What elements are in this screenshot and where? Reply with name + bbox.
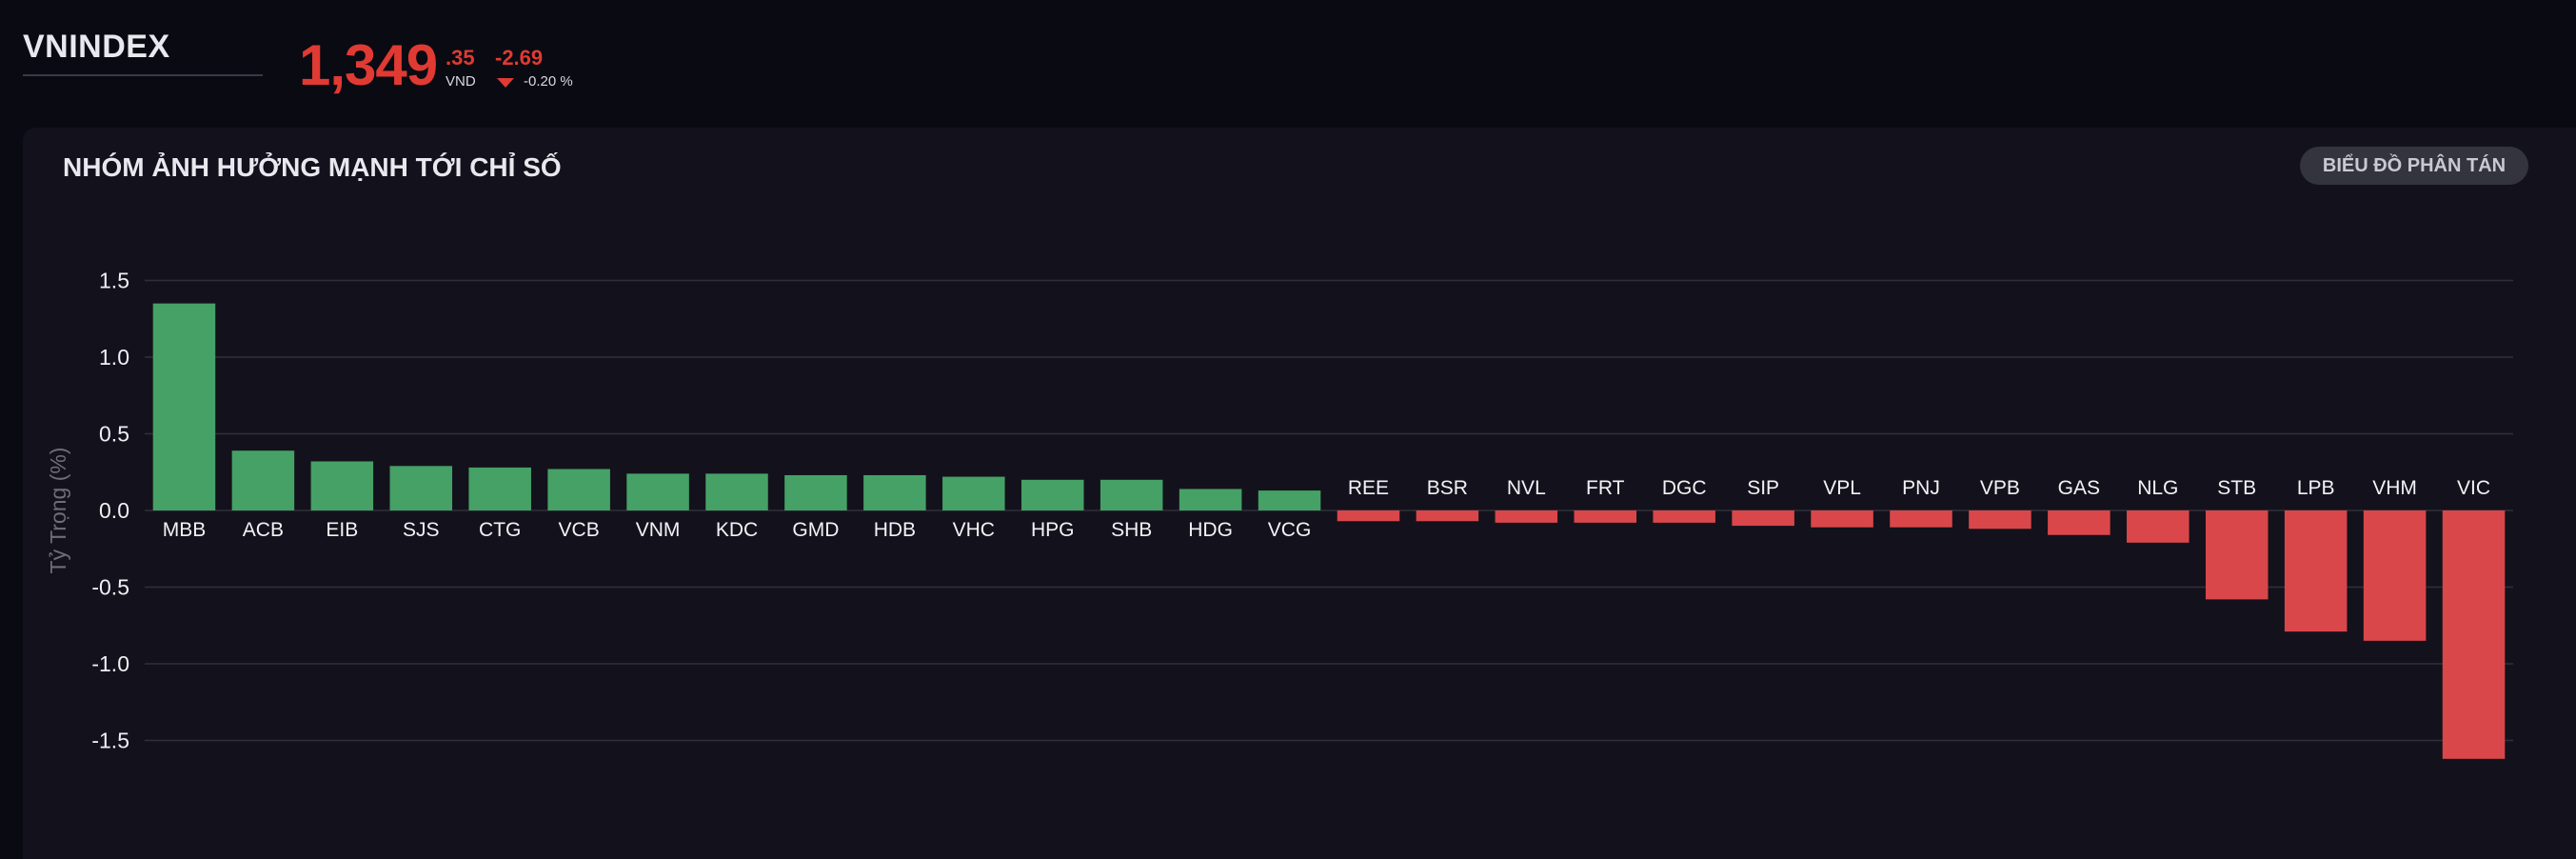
bar-pnj (1890, 510, 1952, 528)
bar-vcg (1258, 490, 1321, 510)
category-label: VNM (636, 519, 681, 541)
category-label: SHB (1111, 519, 1152, 541)
index-price-decimal: .35 (446, 46, 475, 70)
category-label: MBB (163, 519, 207, 541)
category-label: HDG (1188, 519, 1233, 541)
index-change-percent: -0.20 % (524, 73, 573, 90)
bar-vpb (1969, 510, 2031, 529)
y-tick-label: 1.5 (99, 269, 129, 293)
category-label: KDC (716, 519, 758, 541)
bar-sip (1732, 510, 1794, 527)
category-label: LPB (2297, 477, 2335, 499)
index-name[interactable]: VNINDEX (23, 29, 170, 65)
bar-sjs (389, 466, 453, 510)
scatter-chart-button[interactable]: BIỂU ĐỒ PHÂN TÁN (2300, 147, 2528, 185)
category-label: ACB (243, 519, 284, 541)
bar-vic (2442, 510, 2506, 759)
bar-hdg (1179, 489, 1242, 510)
category-label: VPB (1980, 477, 2020, 499)
category-label: VHM (2372, 477, 2417, 499)
category-label: CTG (479, 519, 521, 541)
bar-gmd (784, 474, 847, 510)
bar-mbb (152, 303, 216, 510)
category-label: GMD (792, 519, 839, 541)
bar-ctg (468, 467, 531, 510)
y-tick-label: -0.5 (91, 575, 129, 600)
category-label: REE (1348, 477, 1389, 499)
price-currency: VND (446, 73, 476, 90)
bar-shb (1100, 479, 1163, 510)
y-tick-label: 0.0 (99, 498, 129, 523)
bar-frt (1574, 510, 1637, 523)
bar-hpg (1020, 479, 1084, 510)
bar-eib (310, 461, 374, 510)
category-label: VPL (1823, 477, 1861, 499)
y-tick-label: -1.5 (91, 729, 129, 753)
down-arrow-icon (497, 78, 514, 88)
bar-nvl (1495, 510, 1558, 523)
category-label: VCG (1268, 519, 1312, 541)
bar-vpl (1811, 510, 1873, 528)
index-header: VNINDEX 1,349 .35 VND -2.69 -0.20 % (0, 0, 2576, 124)
category-label: SIP (1747, 477, 1779, 499)
bar-nlg (2127, 510, 2190, 543)
category-label: FRT (1586, 477, 1625, 499)
category-label: STB (2217, 477, 2256, 499)
category-label: PNJ (1902, 477, 1940, 499)
bar-dgc (1653, 510, 1715, 523)
bar-bsr (1416, 510, 1479, 522)
category-label: VIC (2457, 477, 2490, 499)
category-label: NLG (2137, 477, 2178, 499)
category-label: EIB (326, 519, 358, 541)
category-label: HPG (1031, 519, 1075, 541)
influence-bar-chart: 1.5 1.0 0.5 0.0 -0.5 -1.0 -1.5 Tỷ Trọng (%) MBB A… (46, 269, 2513, 759)
y-tick-label: 0.5 (99, 422, 129, 447)
bar-ree (1337, 510, 1400, 522)
category-label: SJS (403, 519, 440, 541)
category-label: VCB (559, 519, 600, 541)
bar-gas (2048, 510, 2110, 535)
bar-lpb (2284, 510, 2348, 632)
bar-kdc (705, 473, 768, 510)
bar-vnm (626, 473, 689, 510)
category-label: BSR (1427, 477, 1468, 499)
bar-acb (231, 450, 295, 510)
y-tick-label: 1.0 (99, 345, 129, 370)
bar-vhc (942, 476, 1005, 510)
bar-stb (2205, 510, 2269, 600)
y-tick-label: -1.0 (91, 651, 129, 676)
index-price: 1,349 (299, 33, 438, 97)
category-label: DGC (1662, 477, 1707, 499)
category-label: GAS (2058, 477, 2100, 499)
bar-vcb (547, 469, 610, 510)
index-change: -2.69 (495, 46, 544, 70)
panel-title: NHÓM ẢNH HƯỞNG MẠNH TỚI CHỈ SỐ (63, 152, 562, 182)
category-label: NVL (1507, 477, 1546, 499)
influence-panel: 1.5 1.0 0.5 0.0 -0.5 -1.0 -1.5 Tỷ Trọng (%) MBB A… (23, 128, 2576, 859)
category-label: VHC (953, 519, 995, 541)
category-label: HDB (874, 519, 916, 541)
bar-vhm (2363, 510, 2427, 641)
y-axis-label: Tỷ Trọng (%) (46, 448, 70, 574)
bar-hdb (863, 474, 926, 510)
index-name-underline (23, 74, 263, 76)
